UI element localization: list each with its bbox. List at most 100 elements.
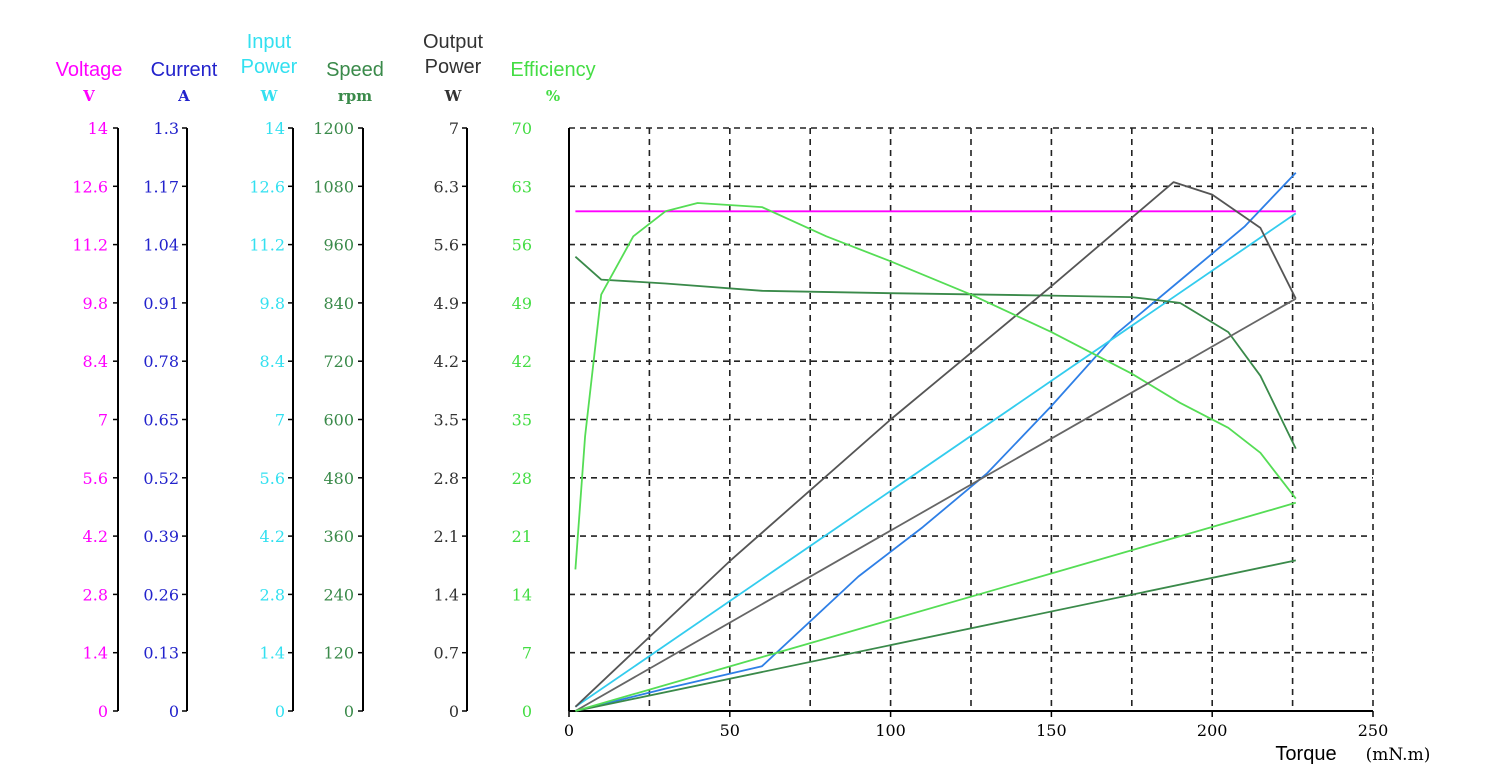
y-tick-label: 5.6 <box>260 469 285 488</box>
input-power-axis-title: Power <box>241 56 298 78</box>
y-tick-label: 12.6 <box>249 177 285 196</box>
y-tick-label: 1.4 <box>434 585 459 604</box>
y-tick-label: 1080 <box>313 177 354 196</box>
efficiency-series-line <box>574 202 1297 570</box>
y-tick-label: 28 <box>512 469 532 488</box>
speed-line-series-line <box>575 559 1296 712</box>
efficiency-axis-unit: % <box>546 87 560 105</box>
speed-axis: Speed rpm 0 120 240 360 480 600 720 840 960 1080 120… <box>313 59 384 721</box>
y-tick-label: 2.8 <box>260 585 285 604</box>
x-tick-label: 50 <box>720 721 740 740</box>
y-tick-label: 8.4 <box>83 352 108 371</box>
y-tick-label: 12.6 <box>72 177 108 196</box>
y-tick-label: 7 <box>98 411 108 430</box>
y-tick-label: 720 <box>323 352 354 371</box>
y-tick-label: 1.4 <box>83 644 108 663</box>
y-tick-label: 11.2 <box>249 236 285 255</box>
voltage-axis-title: Voltage <box>56 59 123 81</box>
y-tick-label: 1200 <box>313 119 354 138</box>
y-axes-group: Voltage V 0 1.4 2.8 4.2 5.6 7 8.4 9.8 11.2 12.6 14 Cu… <box>56 31 596 721</box>
y-tick-label: 9.8 <box>260 294 285 313</box>
y-tick-label: 14 <box>265 119 285 138</box>
input-power-axis-unit: W <box>260 87 279 105</box>
y-tick-label: 960 <box>323 236 354 255</box>
y-tick-label: 2.8 <box>83 585 108 604</box>
y-tick-label: 0 <box>449 702 459 721</box>
y-tick-label: 7 <box>522 644 532 663</box>
output-power-axis-title: Power <box>425 56 482 78</box>
y-tick-label: 14 <box>88 119 108 138</box>
y-tick-label: 0 <box>344 702 354 721</box>
y-tick-label: 0 <box>169 702 179 721</box>
y-tick-label: 120 <box>323 644 354 663</box>
y-tick-label: 0.26 <box>143 585 179 604</box>
voltage-axis: Voltage V 0 1.4 2.8 4.2 5.6 7 8.4 9.8 11.2 12.6 14 <box>56 59 123 721</box>
y-tick-label: 14 <box>512 585 532 604</box>
output-power-axis-title: Output <box>423 31 483 53</box>
y-tick-label: 1.3 <box>154 119 179 138</box>
y-tick-label: 0.7 <box>434 644 459 663</box>
y-tick-label: 0.65 <box>143 411 179 430</box>
y-tick-label: 0 <box>522 702 532 721</box>
x-tick-label: 250 <box>1358 721 1389 740</box>
y-tick-label: 3.5 <box>434 411 459 430</box>
y-tick-label: 63 <box>512 177 532 196</box>
speed-series-line <box>574 256 1297 449</box>
y-tick-label: 5.6 <box>434 236 459 255</box>
y-tick-label: 240 <box>323 585 354 604</box>
y-tick-label: 0 <box>275 702 285 721</box>
current-axis: Current A 0 0.13 0.26 0.39 0.52 0.65 0.78 0.91 1.0… <box>143 59 217 721</box>
speed-axis-unit: rpm <box>338 87 372 105</box>
input-power-axis-title: Input <box>247 31 292 53</box>
y-tick-label: 6.3 <box>434 177 459 196</box>
x-axis-group: 0 50 100 150 200 250 Torque (mN.m) <box>564 711 1430 765</box>
x-axis-unit: (mN.m) <box>1366 745 1431 765</box>
efficiency-line-series-line <box>575 501 1297 712</box>
y-tick-label: 360 <box>323 527 354 546</box>
output-power-axis-unit: W <box>444 87 463 105</box>
y-tick-label: 4.2 <box>83 527 108 546</box>
efficiency-axis-title: Efficiency <box>510 59 595 81</box>
voltage-axis-unit: V <box>82 87 95 105</box>
current-axis-title: Current <box>151 59 218 81</box>
y-tick-label: 7 <box>449 119 459 138</box>
y-tick-label: 4.2 <box>434 352 459 371</box>
output-power-series-line <box>574 181 1297 708</box>
y-tick-label: 8.4 <box>260 352 285 371</box>
y-tick-label: 7 <box>275 411 285 430</box>
y-tick-label: 4.2 <box>260 527 285 546</box>
y-tick-label: 49 <box>512 294 532 313</box>
y-tick-label: 0.13 <box>143 644 179 663</box>
x-axis-title: Torque <box>1275 743 1336 765</box>
efficiency-axis: Efficiency% 0 7 14 21 28 35 42 49 56 63 70 <box>510 59 595 721</box>
speed-axis-title: Speed <box>326 59 384 81</box>
y-tick-label: 2.1 <box>434 527 459 546</box>
y-tick-label: 1.17 <box>143 177 179 196</box>
input-power-axis: Input Power W 0 1.4 2.8 4.2 5.6 7 8.4 9.8 11.2 12.6 1… <box>241 31 298 721</box>
series-group <box>574 172 1297 712</box>
y-tick-label: 11.2 <box>72 236 108 255</box>
y-tick-label: 35 <box>512 411 532 430</box>
x-tick-label: 150 <box>1036 721 1067 740</box>
y-tick-label: 2.8 <box>434 469 459 488</box>
y-tick-label: 56 <box>512 236 532 255</box>
y-tick-label: 840 <box>323 294 354 313</box>
y-tick-label: 0.78 <box>143 352 179 371</box>
y-tick-label: 42 <box>512 352 532 371</box>
y-tick-label: 1.4 <box>260 644 285 663</box>
output-power-axis: Output Power W 0 0.7 1.4 2.1 2.8 3.5 4.2 4.9 5.6 6.3… <box>423 31 483 721</box>
current-series-line <box>575 172 1297 712</box>
output-power-line-series-line <box>574 297 1297 712</box>
x-tick-label: 0 <box>564 721 574 740</box>
y-tick-label: 5.6 <box>83 469 108 488</box>
y-tick-label: 600 <box>323 411 354 430</box>
y-tick-label: 4.9 <box>434 294 459 313</box>
y-tick-label: 70 <box>512 119 532 138</box>
x-tick-label: 100 <box>875 721 906 740</box>
y-tick-label: 1.04 <box>143 236 179 255</box>
y-tick-label: 21 <box>512 527 532 546</box>
plot-grid <box>568 127 1374 712</box>
x-tick-label: 200 <box>1197 721 1228 740</box>
y-tick-label: 480 <box>323 469 354 488</box>
